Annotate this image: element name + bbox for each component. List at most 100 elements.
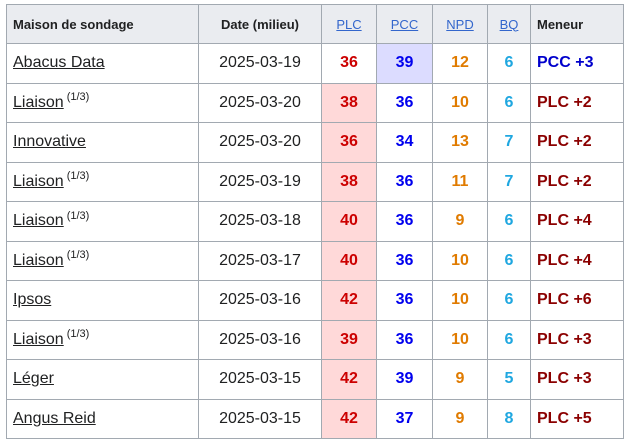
table-row: Léger 2025-03-15 42 39 9 5 PLC +3: [6, 359, 624, 400]
firm-link[interactable]: Liaison: [13, 93, 64, 111]
polls-table: Maison de sondage Date (milieu) PLC PCC …: [6, 4, 624, 439]
firm-cell: Léger: [6, 359, 199, 400]
lead-cell: PLC +5: [530, 398, 624, 439]
firm-link[interactable]: Liaison: [13, 251, 64, 269]
npd-value-cell: 12: [432, 43, 488, 84]
note-ref-link[interactable]: (1/3): [66, 170, 90, 183]
firm-link[interactable]: Liaison: [13, 172, 64, 190]
note-ref-link[interactable]: (1/3): [66, 91, 90, 104]
date-cell: 2025-03-20: [198, 82, 322, 123]
firm-cell: Liaison (1/3): [6, 82, 199, 123]
table-row: Abacus Data 2025-03-19 36 39 12 6 PCC +3: [6, 43, 624, 84]
plc-value-cell: 42: [321, 398, 377, 439]
date-cell: 2025-03-15: [198, 359, 322, 400]
date-cell: 2025-03-16: [198, 280, 322, 321]
lead-cell: PLC +2: [530, 122, 624, 163]
date-cell: 2025-03-19: [198, 161, 322, 202]
table-row: Liaison (1/3) 2025-03-20 38 36 10 6 PLC +2: [6, 82, 624, 123]
note-ref-link[interactable]: (1/3): [66, 209, 90, 222]
table-row: Liaison (1/3) 2025-03-17 40 36 10 6 PLC +4: [6, 240, 624, 281]
pcc-value-cell: 37: [376, 398, 433, 439]
bq-value-cell: 6: [487, 240, 531, 281]
npd-value-cell: 9: [432, 201, 488, 242]
pcc-value-cell: 36: [376, 201, 433, 242]
npd-value-cell: 13: [432, 122, 488, 163]
firm-cell: Liaison (1/3): [6, 201, 199, 242]
pcc-value-cell: 36: [376, 240, 433, 281]
lead-cell: PLC +2: [530, 82, 624, 123]
plc-value-cell: 36: [321, 122, 377, 163]
firm-link[interactable]: Liaison: [13, 330, 64, 348]
firm-cell: Liaison (1/3): [6, 240, 199, 281]
firm-link[interactable]: Innovative: [13, 133, 86, 151]
pcc-value-cell: 34: [376, 122, 433, 163]
plc-value-cell: 40: [321, 240, 377, 281]
npd-value-cell: 9: [432, 398, 488, 439]
npd-value-cell: 11: [432, 161, 488, 202]
bq-value-cell: 6: [487, 319, 531, 360]
plc-value-cell: 42: [321, 280, 377, 321]
table-row: Ipsos 2025-03-16 42 36 10 6 PLC +6: [6, 280, 624, 321]
header-row: Maison de sondage Date (milieu) PLC PCC …: [6, 4, 624, 44]
bq-value-cell: 6: [487, 43, 531, 84]
date-cell: 2025-03-17: [198, 240, 322, 281]
pcc-value-cell: 36: [376, 161, 433, 202]
plc-value-cell: 38: [321, 161, 377, 202]
bq-value-cell: 6: [487, 82, 531, 123]
bq-value-cell: 6: [487, 280, 531, 321]
plc-value-cell: 39: [321, 319, 377, 360]
table-body: Abacus Data 2025-03-19 36 39 12 6 PCC +3 Liaiso…: [6, 43, 624, 439]
date-cell: 2025-03-18: [198, 201, 322, 242]
plc-value-cell: 42: [321, 359, 377, 400]
bq-value-cell: 7: [487, 161, 531, 202]
header-bq-link[interactable]: BQ: [487, 4, 531, 44]
date-cell: 2025-03-19: [198, 43, 322, 84]
firm-link[interactable]: Léger: [13, 370, 54, 388]
bq-value-cell: 6: [487, 201, 531, 242]
pcc-value-cell: 39: [376, 359, 433, 400]
date-cell: 2025-03-16: [198, 319, 322, 360]
lead-cell: PLC +3: [530, 319, 624, 360]
firm-cell: Innovative: [6, 122, 199, 163]
header-date[interactable]: Date (milieu): [198, 4, 322, 44]
header-plc-link[interactable]: PLC: [321, 4, 377, 44]
firm-link[interactable]: Angus Reid: [13, 409, 96, 427]
plc-value-cell: 38: [321, 82, 377, 123]
firm-cell: Liaison (1/3): [6, 161, 199, 202]
firm-link[interactable]: Abacus Data: [13, 54, 105, 72]
npd-value-cell: 10: [432, 240, 488, 281]
table-row: Liaison (1/3) 2025-03-19 38 36 11 7 PLC +2: [6, 161, 624, 202]
npd-value-cell: 9: [432, 359, 488, 400]
header-lead[interactable]: Meneur: [530, 4, 624, 44]
lead-cell: PLC +4: [530, 240, 624, 281]
lead-cell: PLC +6: [530, 280, 624, 321]
header-firm[interactable]: Maison de sondage: [6, 4, 199, 44]
firm-cell: Angus Reid: [6, 398, 199, 439]
bq-value-cell: 7: [487, 122, 531, 163]
npd-value-cell: 10: [432, 280, 488, 321]
table-row: Angus Reid 2025-03-15 42 37 9 8 PLC +5: [6, 398, 624, 439]
pcc-value-cell: 36: [376, 319, 433, 360]
pcc-value-cell: 36: [376, 280, 433, 321]
lead-cell: PLC +2: [530, 161, 624, 202]
note-ref-link[interactable]: (1/3): [66, 328, 90, 341]
firm-link[interactable]: Liaison: [13, 212, 64, 230]
header-npd-link[interactable]: NPD: [432, 4, 488, 44]
header-pcc-link[interactable]: PCC: [376, 4, 433, 44]
date-cell: 2025-03-15: [198, 398, 322, 439]
npd-value-cell: 10: [432, 82, 488, 123]
firm-cell: Liaison (1/3): [6, 319, 199, 360]
note-ref-link[interactable]: (1/3): [66, 249, 90, 262]
pcc-value-cell: 36: [376, 82, 433, 123]
pcc-value-cell: 39: [376, 43, 433, 84]
npd-value-cell: 10: [432, 319, 488, 360]
lead-cell: PCC +3: [530, 43, 624, 84]
plc-value-cell: 36: [321, 43, 377, 84]
lead-cell: PLC +3: [530, 359, 624, 400]
table-row: Innovative 2025-03-20 36 34 13 7 PLC +2: [6, 122, 624, 163]
table-row: Liaison (1/3) 2025-03-16 39 36 10 6 PLC +3: [6, 319, 624, 360]
lead-cell: PLC +4: [530, 201, 624, 242]
firm-cell: Ipsos: [6, 280, 199, 321]
firm-link[interactable]: Ipsos: [13, 291, 52, 309]
firm-cell: Abacus Data: [6, 43, 199, 84]
